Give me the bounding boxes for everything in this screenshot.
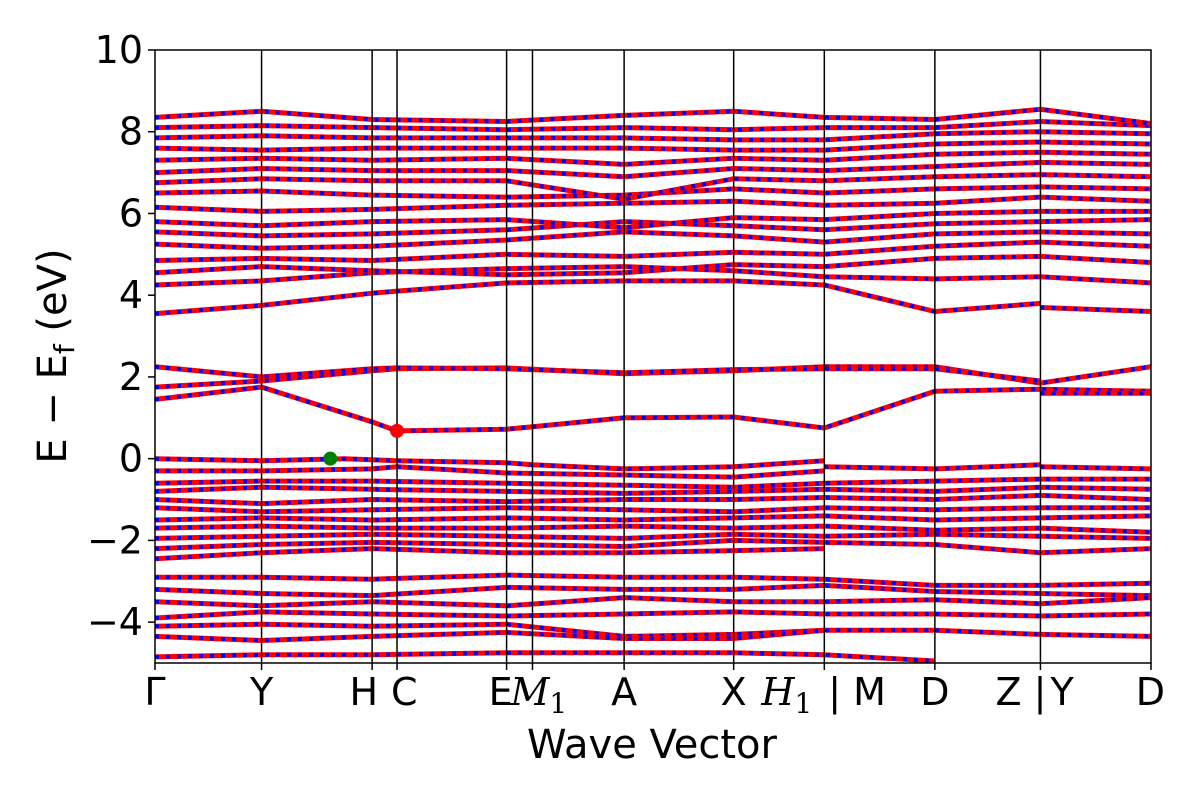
y-axis-title: E − Ef (eV) [30,248,81,463]
y-tick-label: 8 [119,110,143,154]
band-line [154,582,1152,599]
band-line [154,531,1152,541]
band-line-overlay [154,456,825,471]
band-line-overlay [1040,305,1152,314]
band-line [154,253,1152,278]
band-line [154,194,1152,214]
band-line-overlay [154,650,936,663]
y-tick-label: −4 [87,600,143,644]
band-line [154,278,1041,317]
band-line-overlay [1040,464,1152,471]
band-line [154,513,1152,523]
vbm-marker [323,451,338,466]
band-line [154,118,1152,133]
kpoint-label: Y [1049,670,1074,714]
y-tick-label: 0 [119,437,143,481]
band-line [154,505,1151,515]
plot-frame [154,49,1152,664]
kpoint-label-subscript: 1 [794,687,812,720]
y-tick-label: 2 [119,355,143,399]
y-axis-title-suffix: (eV) [30,248,76,331]
kpoint-label: D [1136,670,1165,714]
band-line [154,492,1152,507]
band-line [154,595,1152,609]
kpoint-label: Y [249,670,274,714]
band-line [154,139,1152,153]
band-line [154,609,1152,621]
y-tick-label: 6 [119,191,143,235]
band-line [154,484,1152,496]
kpoint-label: Γ [144,670,165,714]
kpoint-label: H1 [760,670,812,720]
band-line [154,149,1152,167]
band-line [824,462,1041,472]
band-line-overlay [154,385,1152,433]
band-line [154,239,1152,264]
band-line [154,384,1152,434]
y-axis-title-main: E − E [30,354,76,464]
x-axis-title: Wave Vector [527,722,778,768]
kpoint-label: C [391,670,418,714]
band-line [154,364,1041,384]
band-line [155,464,825,480]
band-line [154,621,1152,639]
band-line [154,159,1152,180]
kpoint-label: | M [828,670,886,715]
band-line [154,106,1152,127]
band-line-overlay [154,278,1041,316]
y-axis-title-unit [30,332,76,345]
kpoint-label: H [350,670,379,714]
kpoint-label: E [489,670,513,714]
band-line [154,229,1152,251]
band-edge-markers [323,423,405,466]
band-line [154,129,1152,143]
band-line-overlay [154,172,1152,202]
kpoint-label: X [721,670,747,714]
y-tick-label: 10 [95,28,143,72]
band-lines [154,106,1152,664]
kpoint-label: D [920,670,949,714]
band-line [155,572,1152,588]
band-line [154,537,1152,556]
kpoint-label: A [611,670,637,714]
cbm-marker [390,423,405,438]
y-axis: −4 −2 0 2 4 6 8 10 [87,28,155,644]
band-line [154,184,1152,200]
band-line [154,476,1151,490]
band-line [154,208,1151,231]
y-tick-label: −2 [87,518,143,562]
y-axis-title-subscript: f [48,343,81,354]
kpoint-label-subscript: 1 [549,687,567,720]
kpoint-label: M1 [509,670,567,720]
kpath-lines [260,50,1042,663]
y-tick-label: 4 [119,273,143,317]
kpoint-label: Z | [996,670,1047,715]
band-line [154,523,1152,535]
